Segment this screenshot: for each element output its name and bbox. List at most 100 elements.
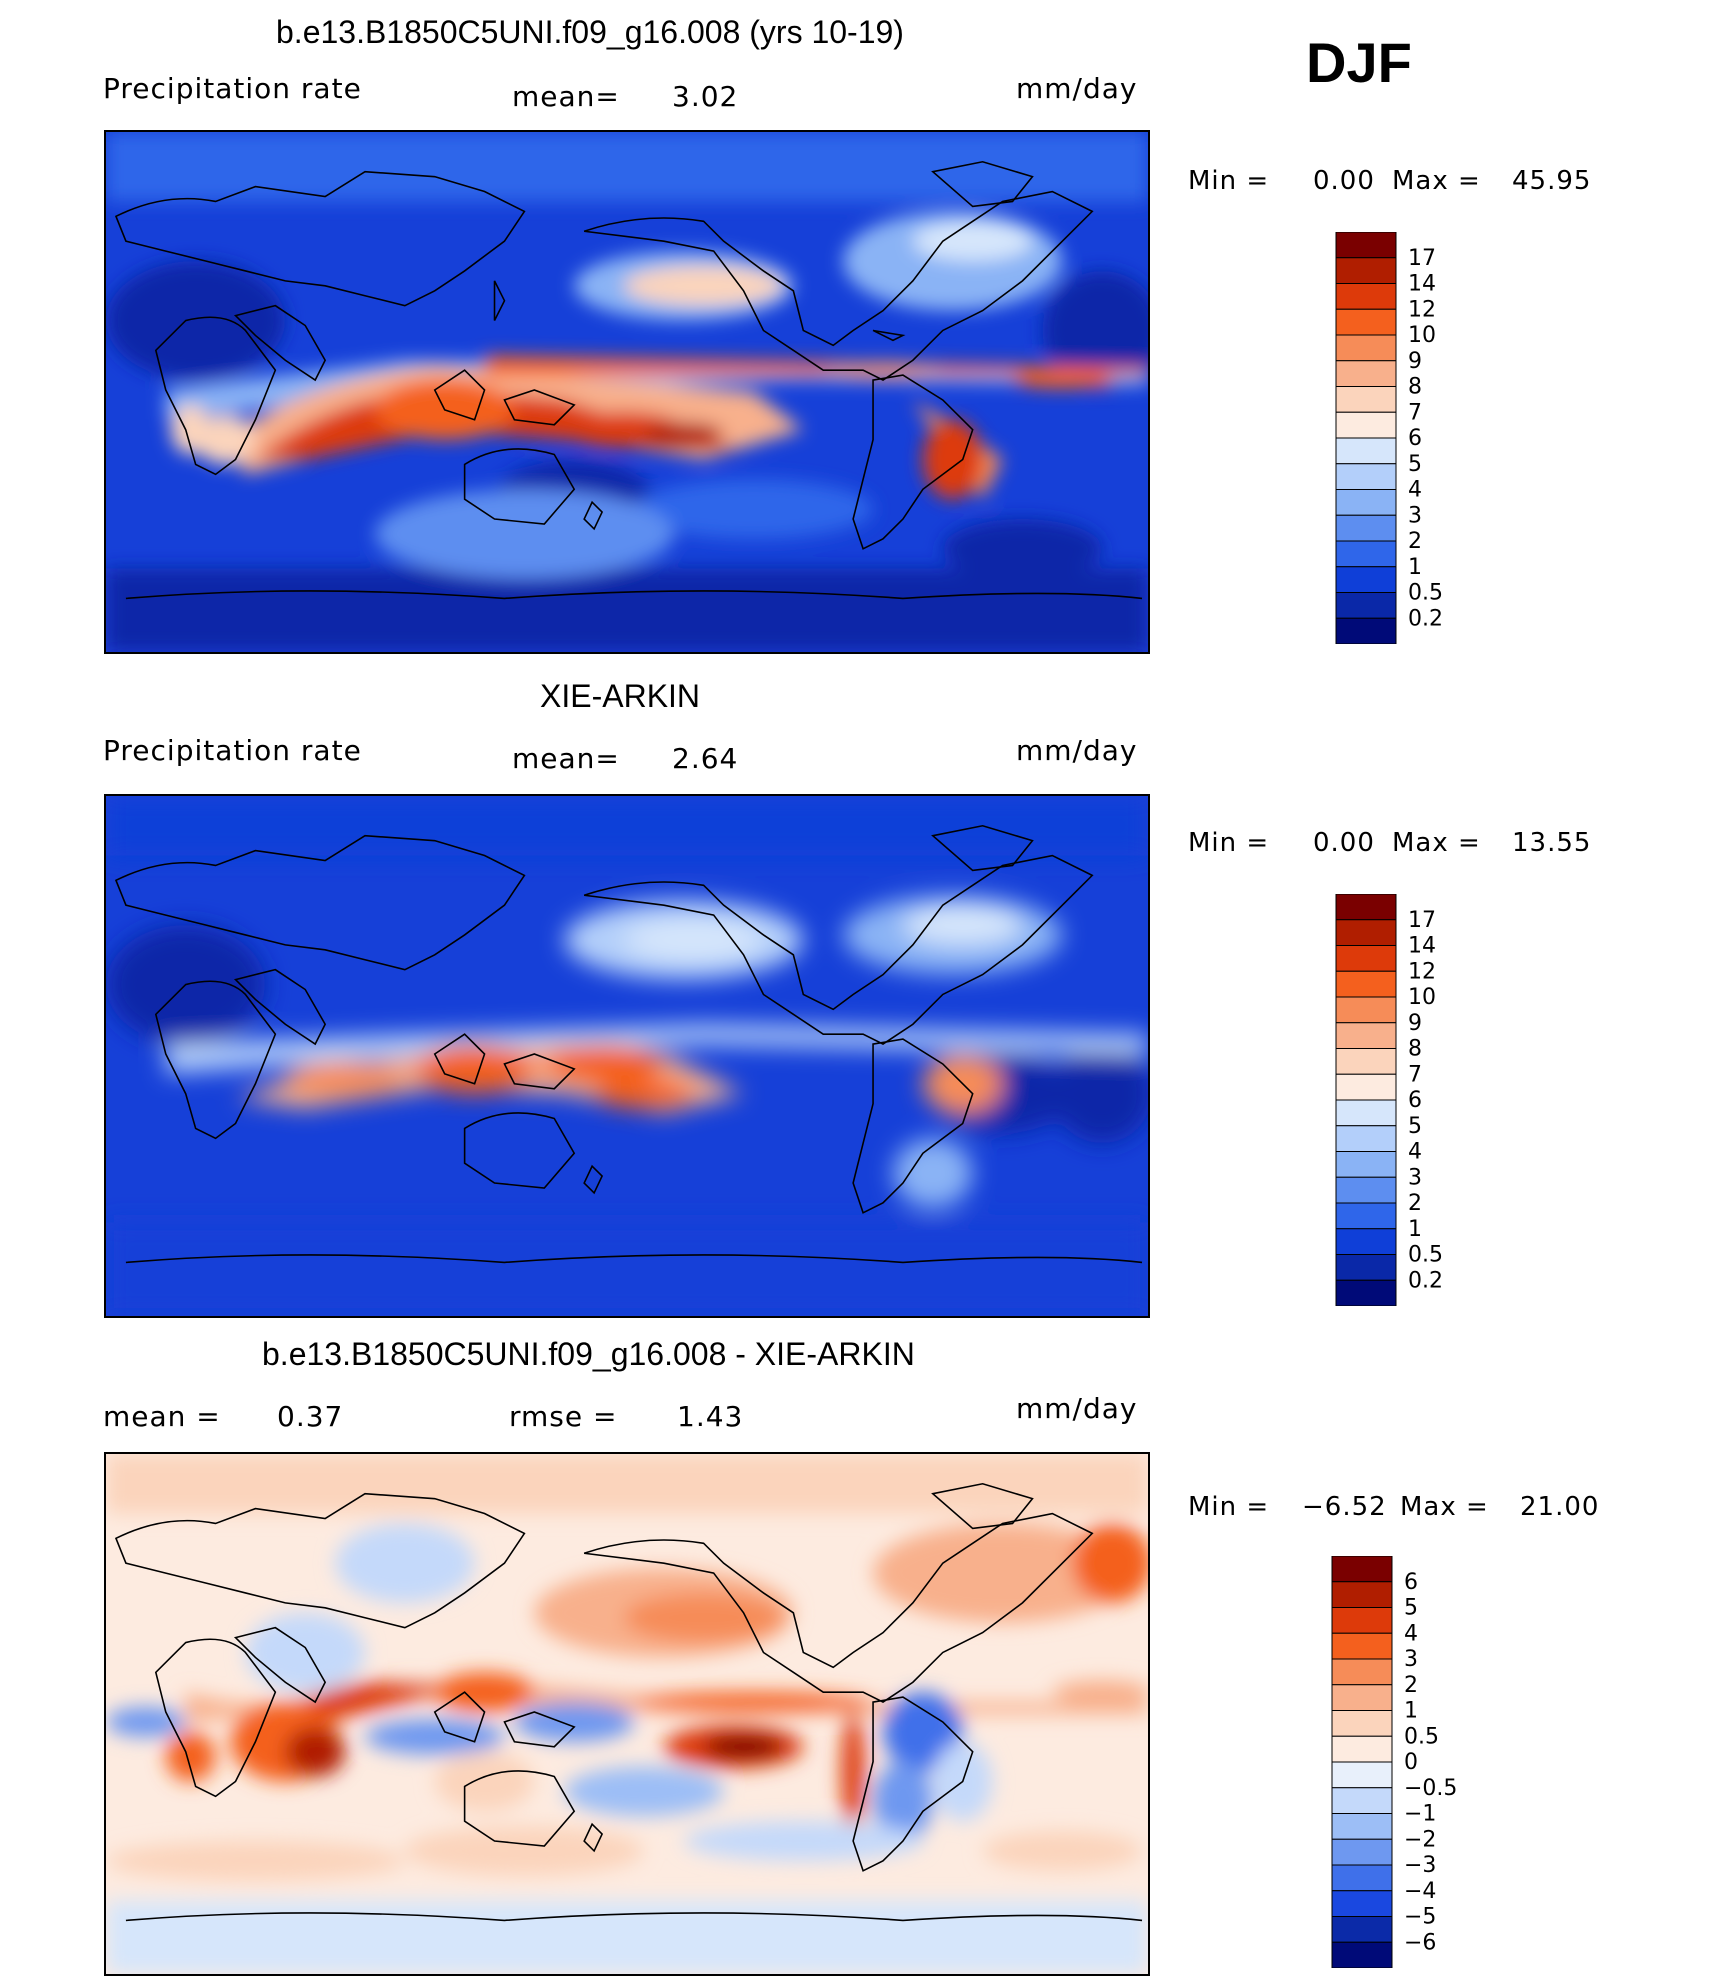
colorbar-tick-label: 0.2 — [1408, 1268, 1443, 1293]
panel-2-units: mm/day — [1016, 734, 1138, 767]
season-label: DJF — [1306, 31, 1412, 94]
panel-3-rmse-value: 1.43 — [677, 1400, 744, 1433]
panel-3-max-value: 21.00 — [1520, 1492, 1600, 1522]
colorbar-tick-label: −6 — [1404, 1930, 1436, 1955]
colorbar-swatch — [1335, 919, 1397, 946]
colorbar-tick-label: 5 — [1408, 1114, 1422, 1139]
colorbar-swatch — [1331, 1735, 1393, 1763]
colorbar-swatch — [1331, 1581, 1393, 1608]
colorbar-swatch — [1335, 1022, 1397, 1049]
colorbar-swatch — [1335, 386, 1397, 413]
colorbar-swatch — [1335, 1048, 1397, 1075]
colorbar-tick-label: −3 — [1404, 1853, 1436, 1878]
colorbar-tick-label: 1 — [1408, 1217, 1422, 1242]
panel-1-mean-label: mean= — [512, 80, 620, 113]
panel-3-map — [104, 1452, 1150, 1976]
colorbar-tick-label: 0 — [1404, 1750, 1418, 1775]
panel-3-mean-value: 0.37 — [277, 1400, 344, 1433]
panel-2-title: XIE-ARKIN — [540, 678, 701, 714]
colorbar-swatch — [1331, 1710, 1393, 1737]
panel-1-mean-value: 3.02 — [672, 80, 739, 113]
colorbar-tick-label: 7 — [1408, 1062, 1422, 1087]
colorbar-swatch — [1335, 996, 1397, 1024]
colorbar-tick-label: 2 — [1404, 1673, 1418, 1698]
colorbar-tick-label: 17 — [1408, 246, 1436, 271]
colorbar-swatch — [1331, 1761, 1393, 1789]
colorbar-swatch — [1335, 1125, 1397, 1152]
colorbar-swatch — [1335, 1254, 1397, 1281]
panel-3-mean-label: mean = — [103, 1400, 221, 1433]
colorbar-swatch — [1335, 540, 1397, 568]
colorbar-swatch — [1335, 308, 1397, 336]
panel-3-min-value: −6.52 — [1302, 1492, 1387, 1522]
colorbar-swatch — [1335, 1176, 1397, 1204]
colorbar-swatch — [1335, 1202, 1397, 1230]
colorbar-tick-label: 8 — [1408, 1037, 1422, 1062]
colorbar-swatch — [1331, 1607, 1393, 1634]
colorbar-swatch — [1335, 1099, 1397, 1127]
panel-1-map — [104, 130, 1150, 654]
panel-3-max-label: Max = — [1400, 1492, 1489, 1522]
colorbar-swatch — [1335, 1279, 1397, 1306]
colorbar-swatch — [1335, 257, 1397, 284]
colorbar-tick-label: 12 — [1408, 297, 1436, 322]
colorbar-tick-label: 1 — [1408, 555, 1422, 580]
colorbar-tick-label: 12 — [1408, 959, 1436, 984]
colorbar-swatch — [1331, 1556, 1393, 1583]
panel-1-min-value: 0.00 — [1313, 166, 1375, 196]
colorbar-swatch — [1335, 360, 1397, 387]
panel-3-min-label: Min = — [1188, 1492, 1270, 1522]
panel-1-max-label: Max = — [1392, 166, 1481, 196]
colorbar-tick-label: 9 — [1408, 349, 1422, 374]
colorbar-tick-label: −1 — [1404, 1802, 1436, 1827]
colorbar-swatch — [1335, 945, 1397, 972]
colorbar-tick-label: 10 — [1408, 323, 1436, 348]
colorbar-swatch — [1335, 463, 1397, 490]
colorbar-swatch — [1335, 1073, 1397, 1101]
colorbar-swatch — [1331, 1632, 1393, 1660]
colorbar-tick-label: 17 — [1408, 908, 1436, 933]
colorbar-tick-label: 10 — [1408, 985, 1436, 1010]
colorbar-swatch — [1331, 1890, 1393, 1917]
panel-2-map — [104, 794, 1150, 1318]
colorbar-swatch — [1335, 566, 1397, 593]
panel-1-colorbar: 17 14 12 10 9 8 7 6 5 4 3 2 1 0.5 0.2 — [1334, 232, 1464, 644]
panel-1-max-value: 45.95 — [1512, 166, 1592, 196]
colorbar-tick-label: 2 — [1408, 529, 1422, 554]
panel-2-min-label: Min = — [1188, 828, 1270, 858]
colorbar-tick-label: 3 — [1404, 1647, 1418, 1672]
panel-2-max-value: 13.55 — [1512, 828, 1592, 858]
colorbar-swatch — [1331, 1684, 1393, 1711]
colorbar-swatch — [1335, 232, 1397, 259]
colorbar-tick-label: 6 — [1408, 426, 1422, 451]
colorbar-swatch — [1331, 1787, 1393, 1814]
colorbar-swatch — [1331, 1916, 1393, 1943]
panel-1-variable-label: Precipitation rate — [103, 72, 362, 105]
colorbar-tick-label: 4 — [1404, 1621, 1418, 1646]
colorbar-swatch — [1335, 1151, 1397, 1178]
colorbar-swatch — [1335, 283, 1397, 310]
colorbar-tick-label: 0.5 — [1408, 581, 1443, 606]
colorbar-tick-label: 5 — [1404, 1596, 1418, 1621]
colorbar-swatch — [1331, 1864, 1393, 1892]
colorbar-tick-label: 2 — [1408, 1191, 1422, 1216]
colorbar-tick-label: 5 — [1408, 452, 1422, 477]
colorbar-swatch — [1335, 617, 1397, 644]
panel-3-rmse-label: rmse = — [509, 1400, 618, 1433]
colorbar-tick-label: −2 — [1404, 1827, 1436, 1852]
colorbar-tick-label: 3 — [1408, 503, 1422, 528]
colorbar-tick-label: 0.2 — [1408, 606, 1443, 631]
panel-2-mean-value: 2.64 — [672, 742, 739, 775]
colorbar-tick-label: 0.5 — [1408, 1243, 1443, 1268]
panel-1-title: b.e13.B1850C5UNI.f09_g16.008 (yrs 10-19) — [276, 14, 904, 50]
colorbar-tick-label: 4 — [1408, 478, 1422, 503]
colorbar-tick-label: 14 — [1408, 272, 1436, 297]
colorbar-swatch — [1335, 1228, 1397, 1255]
colorbar-tick-label: 1 — [1404, 1699, 1418, 1724]
panel-3-title: b.e13.B1850C5UNI.f09_g16.008 - XIE-ARKIN — [262, 1336, 915, 1372]
panel-3-colorbar: 6 5 4 3 2 1 0.5 0 −0.5 −1 −2 −3 −4 −5 −6 — [1330, 1556, 1470, 1968]
colorbar-swatch — [1331, 1813, 1393, 1840]
colorbar-tick-label: 7 — [1408, 400, 1422, 425]
